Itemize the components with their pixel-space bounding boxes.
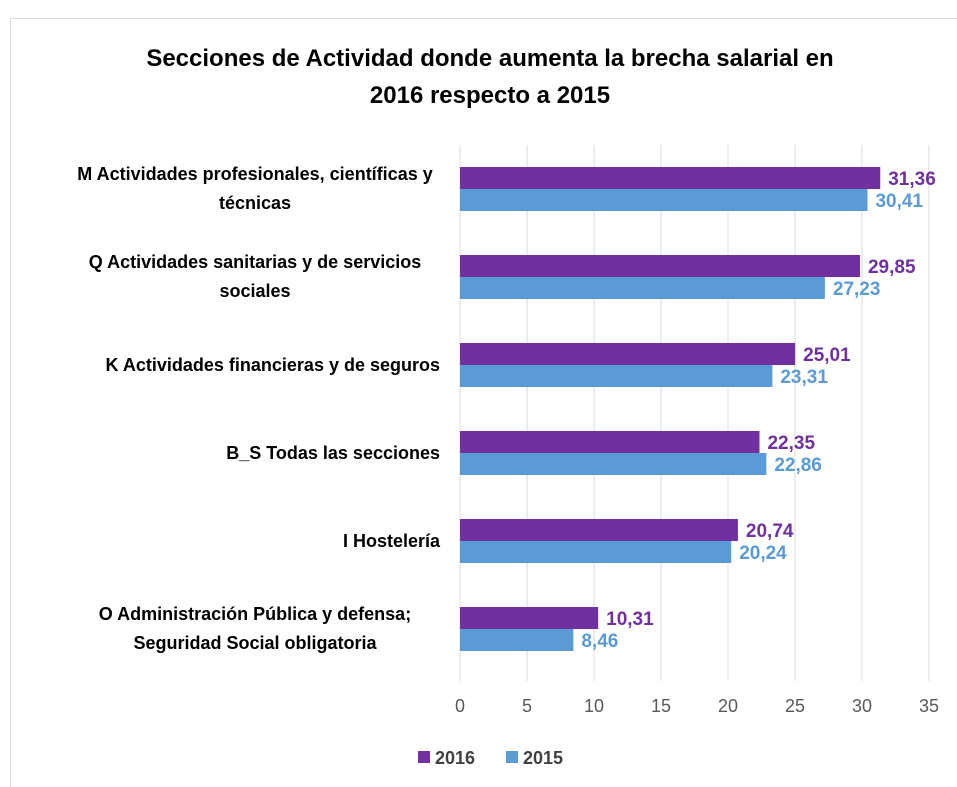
bar: [460, 343, 796, 365]
legend-label: 2016: [435, 748, 475, 768]
bar: [460, 431, 760, 453]
value-label: 22,86: [774, 455, 822, 476]
x-tick-label: 5: [522, 696, 532, 716]
value-label: 8,46: [581, 631, 618, 652]
bar: [460, 255, 860, 277]
y-tick-label: I Hostelería: [342, 530, 440, 551]
value-label: 29,85: [868, 257, 916, 278]
legend-label: 2015: [523, 748, 563, 768]
value-label: 20,24: [739, 543, 787, 564]
y-tick-label: K Actividades financieras y de seguros: [105, 354, 440, 375]
bar: [460, 607, 599, 629]
value-label: 30,41: [875, 191, 923, 212]
value-label: 31,36: [888, 169, 936, 190]
y-tick-label: M Actividades profesionales, científicas…: [77, 164, 433, 213]
bar: [460, 453, 767, 475]
value-label: 25,01: [803, 345, 851, 366]
value-label: 23,31: [780, 367, 828, 388]
value-label: 27,23: [833, 279, 881, 300]
legend-swatch: [418, 751, 430, 763]
bar: [460, 629, 574, 651]
x-tick-label: 25: [785, 696, 805, 716]
chart-title: Secciones de Actividad donde aumenta la …: [146, 45, 834, 109]
value-label: 22,35: [767, 433, 815, 454]
chart-frame: [10, 18, 957, 787]
bar: [460, 189, 868, 211]
x-tick-label: 10: [584, 696, 604, 716]
bar: [460, 167, 881, 189]
y-tick-label: B_S Todas las secciones: [226, 442, 440, 463]
y-tick-label: O Administración Pública y defensa; Segu…: [98, 604, 412, 653]
x-tick-label: 0: [455, 696, 465, 716]
y-tick-label: Q Actividades sanitarias y de servicios …: [88, 252, 422, 301]
legend-swatch: [506, 751, 518, 763]
bar: [460, 541, 732, 563]
x-tick-label: 30: [852, 696, 872, 716]
bar: [460, 519, 738, 541]
bar: [460, 365, 773, 387]
x-tick-label: 15: [651, 696, 671, 716]
value-label: 10,31: [606, 609, 654, 630]
value-label: 20,74: [746, 521, 794, 542]
x-tick-label: 20: [718, 696, 738, 716]
bar: [460, 277, 825, 299]
x-tick-label: 35: [919, 696, 939, 716]
